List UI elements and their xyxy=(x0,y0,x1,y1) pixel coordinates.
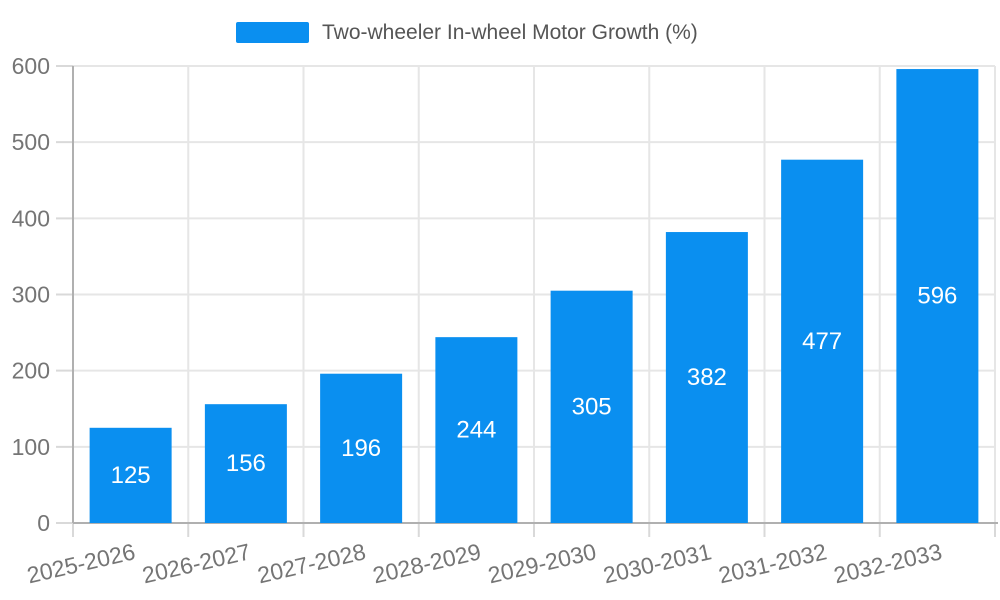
y-tick-label: 300 xyxy=(12,282,50,308)
x-tick-label: 2025-2026 xyxy=(25,538,138,588)
bar[interactable] xyxy=(781,159,864,523)
bar[interactable] xyxy=(550,290,633,523)
bar[interactable] xyxy=(435,337,518,523)
bar[interactable] xyxy=(896,69,979,524)
x-tick-label: 2027-2028 xyxy=(255,538,368,588)
bar-value-label: 156 xyxy=(226,450,266,477)
legend-swatch xyxy=(236,22,309,43)
x-tick-label: 2030-2031 xyxy=(601,538,714,588)
y-tick-label: 200 xyxy=(12,358,50,384)
bar-value-label: 382 xyxy=(687,364,727,391)
bar-value-label: 477 xyxy=(802,328,842,355)
chart-legend[interactable]: Two-wheeler In-wheel Motor Growth (%) xyxy=(236,22,698,43)
x-tick-label: 2029-2030 xyxy=(486,538,599,588)
x-tick-label: 2028-2029 xyxy=(370,538,483,588)
y-tick-label: 0 xyxy=(37,510,50,536)
bar-value-label: 125 xyxy=(111,462,151,489)
y-tick-label: 100 xyxy=(12,434,50,460)
y-tick-label: 400 xyxy=(12,205,50,231)
x-tick-label: 2031-2032 xyxy=(716,538,829,588)
bar[interactable] xyxy=(320,373,403,523)
x-tick-label: 2032-2033 xyxy=(831,538,944,588)
bar-value-label: 196 xyxy=(341,435,381,462)
x-tick-label: 2026-2027 xyxy=(140,538,253,588)
bar[interactable] xyxy=(204,404,287,523)
bar-value-label: 596 xyxy=(917,283,957,310)
bar-value-label: 305 xyxy=(572,393,612,420)
y-tick-label: 500 xyxy=(12,129,50,155)
y-tick-label: 600 xyxy=(12,53,50,79)
bar[interactable] xyxy=(89,427,172,523)
bar-value-label: 244 xyxy=(456,417,496,444)
bar[interactable] xyxy=(665,232,748,523)
legend-label: Two-wheeler In-wheel Motor Growth (%) xyxy=(322,21,698,44)
